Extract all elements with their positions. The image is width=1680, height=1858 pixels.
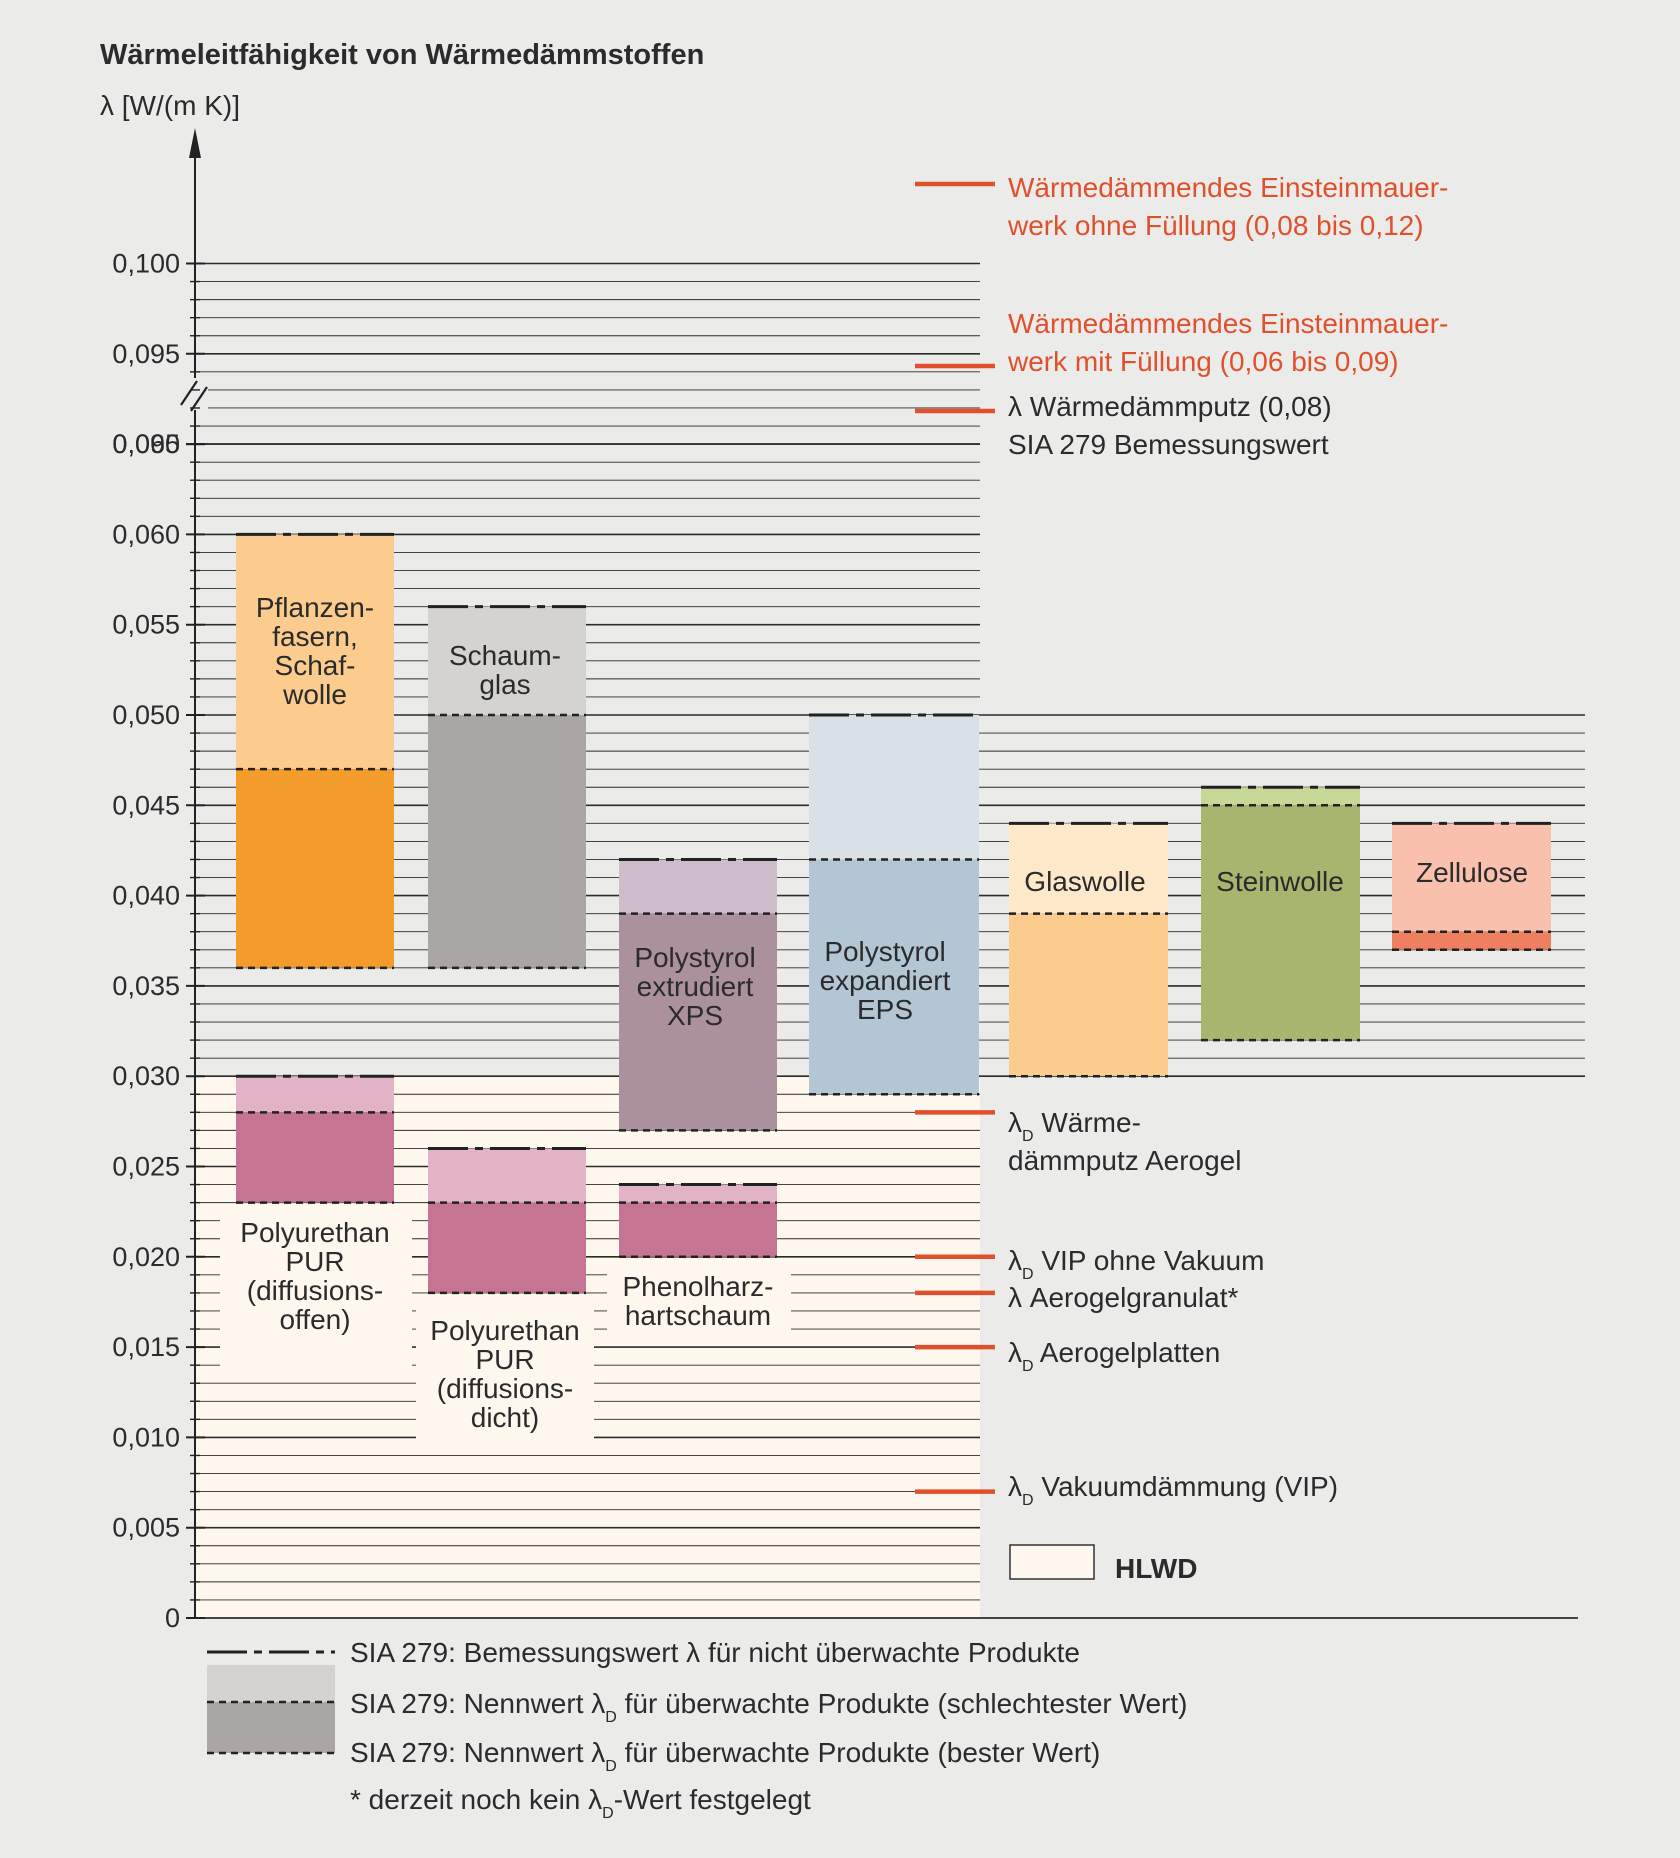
bar-dark-segment	[619, 1202, 777, 1257]
bar-light-segment	[428, 1148, 586, 1203]
reference-marker-label: λ Aerogelgranulat*	[1008, 1282, 1238, 1313]
bar-dark-segment	[1392, 931, 1551, 950]
y-axis-unit-symbol: λ	[100, 90, 114, 121]
bar-light-segment	[236, 1076, 394, 1113]
material-labels: Pflanzen-fasern, Schaf-wolle Schaum-glas Po…	[240, 592, 1528, 1433]
bar-dark-segment	[428, 715, 586, 968]
y-tick-label: 0,030	[112, 1061, 180, 1091]
reference-marker-label: λD Wärme-	[1008, 1107, 1141, 1145]
label-box	[416, 1302, 594, 1444]
y-tick-label: 0	[165, 1603, 180, 1633]
bar-dark-segment	[1201, 805, 1360, 1041]
legend-entry: SIA 279: Bemessungswert λ für nicht über…	[350, 1637, 1080, 1668]
y-tick-label: 0,020	[112, 1242, 180, 1272]
y-tick-label: 0,050	[112, 700, 180, 730]
bar-light-segment	[1201, 787, 1360, 806]
y-tick-label: 0,045	[112, 790, 180, 820]
y-tick-label: 0,065	[112, 429, 180, 459]
bar-light-segment	[619, 859, 777, 914]
y-tick-label: 0,095	[112, 339, 180, 369]
reference-marker-label: werk mit Füllung (0,06 bis 0,09)	[1007, 346, 1399, 377]
reference-marker-label: λ Wärmedämmputz (0,08)	[1008, 391, 1332, 422]
label-box	[220, 1204, 412, 1368]
bar-dark-segment	[809, 859, 979, 1095]
bar-light-segment	[236, 534, 394, 770]
axis-break-mark	[190, 386, 208, 412]
bar-light-segment	[619, 1184, 777, 1203]
material-label: Polystyrol expandiert EPS	[820, 936, 951, 1025]
bar-dark-segment	[236, 769, 394, 968]
y-tick-label: 0,090	[112, 429, 180, 459]
reference-marker-label: Wärmedämmendes Einsteinmauer-	[1008, 308, 1448, 339]
bar-dark-segment	[1009, 913, 1168, 1077]
material-label: Polystyrol extrudiert XPS	[634, 942, 755, 1031]
reference-marker-label: λD VIP ohne Vakuum	[1008, 1245, 1264, 1283]
material-label: Steinwolle	[1216, 866, 1344, 897]
reference-marker-label: werk ohne Füllung (0,08 bis 0,12)	[1007, 210, 1424, 241]
material-label: Phenolharz-hartschaum	[623, 1271, 774, 1331]
y-tick-label: 0,055	[112, 610, 180, 640]
y-tick-label: 0,035	[112, 971, 180, 1001]
legend-entry: SIA 279: Nennwert λD für überwachte Prod…	[350, 1737, 1100, 1775]
reference-marker-label: λD Vakuumdämmung (VIP)	[1008, 1471, 1338, 1509]
material-label: Zellulose	[1416, 857, 1528, 888]
bar-dark-segment	[619, 913, 777, 1131]
y-tick-label: 0,100	[112, 249, 180, 279]
y-tick-label: 0,015	[112, 1332, 180, 1362]
label-box	[607, 1262, 791, 1342]
material-label: Polyurethan PUR (diffusions-offen)	[240, 1217, 389, 1335]
y-axis-unit: λ [W/(m K)]	[100, 90, 240, 121]
y-tick-label: 0,005	[112, 1513, 180, 1543]
axis-break-mark	[180, 380, 198, 406]
hlwd-swatch	[1009, 1544, 1095, 1580]
material-label: Schaum-glas	[449, 640, 561, 700]
material-label: Pflanzen-fasern, Schaf-wolle	[256, 592, 374, 710]
y-axis-arrow	[189, 128, 201, 158]
legend-entry: * derzeit noch kein λD-Wert festgelegt	[350, 1784, 811, 1822]
y-tick-label: 0,010	[112, 1422, 180, 1452]
material-bars	[220, 532, 1551, 1444]
legend-swatch-dark	[207, 1702, 335, 1753]
chart-title: Wärmeleitfähigkeit von Wärmedämmstoffen	[100, 39, 704, 71]
reference-marker-label: SIA 279 Bemessungswert	[1008, 429, 1329, 460]
bar-light-segment	[809, 715, 979, 860]
reference-marker-label: dämmputz Aerogel	[1008, 1145, 1241, 1176]
bar-dark-segment	[428, 1202, 586, 1293]
reference-markers: Wärmedämmendes Einsteinmauer-werk ohne F…	[915, 172, 1448, 1584]
legend-swatch-light	[207, 1665, 335, 1702]
y-tick-label: 0,025	[112, 1152, 180, 1182]
hlwd-label: HLWD	[1115, 1553, 1197, 1584]
bar-light-segment	[428, 606, 586, 715]
reference-marker-label: Wärmedämmendes Einsteinmauer-	[1008, 172, 1448, 203]
bar-dark-segment	[236, 1112, 394, 1203]
legend: SIA 279: Bemessungswert λ für nicht über…	[207, 1637, 1187, 1822]
y-axis-unit-text: [W/(m K)]	[114, 90, 240, 121]
y-tick-label: 0,060	[112, 519, 180, 549]
material-label: Polyurethan PUR (diffusions-dicht)	[430, 1315, 579, 1433]
legend-entry: SIA 279: Nennwert λD für überwachte Prod…	[350, 1688, 1187, 1726]
material-label: Glaswolle	[1024, 866, 1145, 897]
bar-light-segment	[1009, 823, 1168, 914]
y-axis: 0 0,005 0,010 0,015 0,020 0,025 0,030 0,035 0,04…	[112, 128, 208, 1633]
y-tick-label: 0,040	[112, 881, 180, 911]
bar-light-segment	[1392, 823, 1551, 932]
reference-marker-label: λD Aerogelplatten	[1008, 1337, 1220, 1375]
